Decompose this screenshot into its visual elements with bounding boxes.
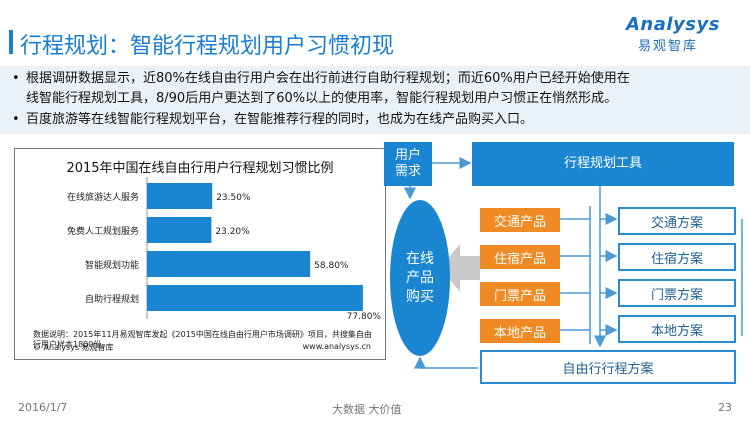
bullet-item: • 百度旅游等在线智能行程规划平台，在智能推荐行程的同时，也成为在线产品购买入口。 — [12, 112, 534, 127]
bar — [147, 217, 212, 243]
bullet-text: 根据调研数据显示，近80%在线自由行用户会在出行前进行自助行程规划；而近60%用… — [26, 71, 630, 86]
footer-tagline: 大数据 大价值 — [332, 403, 402, 416]
product-box-lodging: 住宿产品 — [480, 245, 560, 269]
chart-title: 2015年中国在线自由行用户行程规划习惯比例 — [66, 161, 334, 176]
bullet-text: 线智能行程规划工具，8/90后用户更达到了60%以上的使用率，智能行程规划用户习… — [26, 91, 618, 106]
bullet-item: • 根据调研数据显示，近80%在线自由行用户会在出行前进行自助行程规划；而近60%… — [12, 71, 630, 86]
logo-wordmark: Analysys — [626, 14, 720, 35]
product-box-tickets: 门票产品 — [480, 282, 560, 306]
footer-date: 2016/1/7 — [18, 401, 68, 414]
page-number: 23 — [718, 401, 732, 414]
bar — [147, 285, 363, 311]
purchase-flow-arrow — [440, 244, 480, 292]
category-label: 智能规划功能 — [85, 259, 139, 271]
chart-source-url: www.analysys.cn — [302, 342, 371, 351]
user-need-box: 用户 需求 — [384, 142, 432, 186]
plan-box-lodging: 住宿方案 — [618, 243, 736, 271]
chart-source-label: © Analysys 易观智库 — [33, 343, 114, 352]
title-accent-bar — [9, 30, 13, 54]
logo-subtitle: 易观智库 — [638, 39, 699, 54]
planning-tool-box: 行程规划工具 — [472, 142, 734, 186]
chart-panel: 2015年中国在线自由行用户行程规划习惯比例 在线旅游达人服务 23.50% 免费人… — [14, 148, 386, 360]
value-label: 23.50% — [216, 193, 251, 203]
page-title: 行程规划：智能行程规划用户习惯初现 — [20, 34, 395, 59]
value-label: 23.20% — [215, 227, 250, 237]
product-box-local: 本地产品 — [480, 319, 560, 343]
plan-box-transport: 交通方案 — [618, 207, 736, 235]
online-purchase-ellipse: 在线 产品 购买 — [390, 200, 450, 356]
value-label: 77.80% — [347, 312, 382, 322]
bar — [147, 251, 311, 277]
category-label: 免费人工规划服务 — [67, 225, 139, 237]
category-label: 自助行程规划 — [85, 293, 139, 305]
value-label: 58.80% — [314, 261, 349, 271]
product-box-transport: 交通产品 — [480, 208, 560, 232]
bar-chart: 在线旅游达人服务 23.50% 免费人工规划服务 23.20% 智能规划功能 58.80%… — [67, 177, 382, 322]
plan-box-tickets: 门票方案 — [618, 279, 736, 307]
bullet-continuation: 线智能行程规划工具，8/90后用户更达到了60%以上的使用率，智能行程规划用户习… — [26, 89, 617, 108]
summary-box: • 根据调研数据显示，近80%在线自由行用户会在出行前进行自助行程规划；而近60%… — [0, 66, 750, 134]
category-label: 在线旅游达人服务 — [67, 191, 139, 203]
analysys-logo: Analysys 易观智库 — [612, 14, 732, 56]
bullet-text: 百度旅游等在线智能行程规划平台，在智能推荐行程的同时，也成为在线产品购买入口。 — [26, 112, 534, 127]
connector-line — [414, 356, 478, 369]
bar — [147, 183, 213, 209]
free-plan-box: 自由行行程方案 — [480, 350, 736, 384]
chart-note: 数据说明：2015年11月易观智库发起《2015中国在线自由行用户市场调研》项目… — [33, 330, 372, 349]
plan-box-local: 本地方案 — [618, 315, 736, 343]
